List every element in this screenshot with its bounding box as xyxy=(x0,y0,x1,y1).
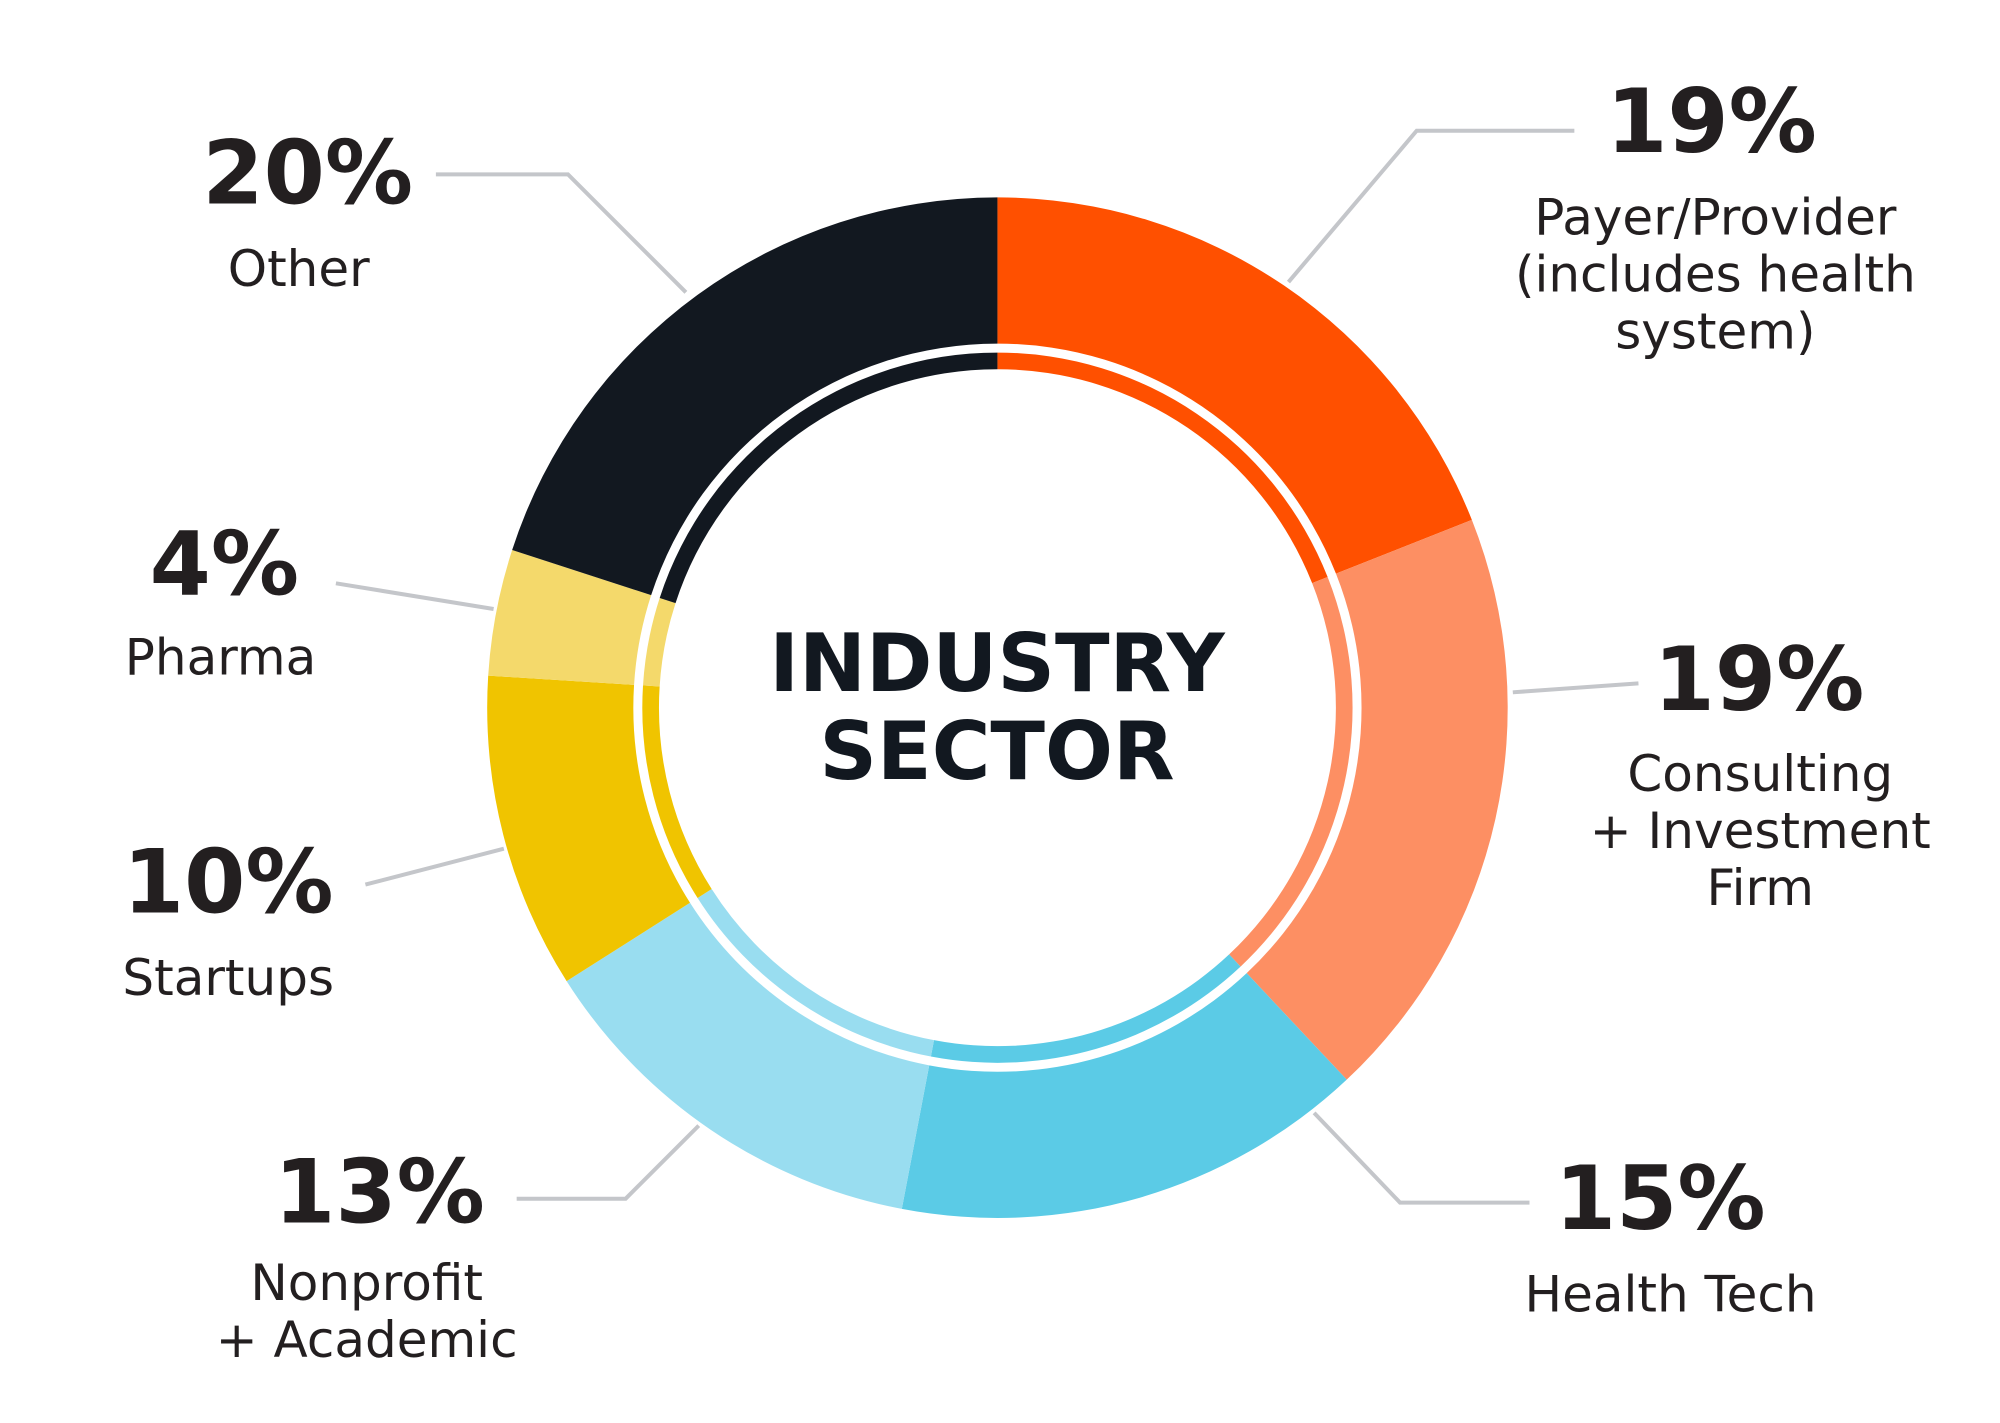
inner-ring-slice xyxy=(642,685,712,898)
leader-line xyxy=(335,581,494,611)
leader-line xyxy=(364,846,505,887)
value-label: 15% xyxy=(1555,1147,1766,1250)
leader-line xyxy=(435,172,688,294)
donut-slice xyxy=(487,675,691,982)
value-label: 10% xyxy=(123,830,334,933)
value-label: 4% xyxy=(150,512,299,615)
category-label: Health Tech xyxy=(1524,1265,1816,1323)
donut-slice xyxy=(512,197,998,596)
value-label: 13% xyxy=(274,1141,485,1244)
donut-slice xyxy=(1246,519,1508,1080)
donut-slice xyxy=(997,197,1472,574)
inner-ring-slice xyxy=(659,352,998,604)
leader-line xyxy=(1312,1111,1530,1205)
value-label: 19% xyxy=(1606,70,1817,173)
value-label: 19% xyxy=(1654,628,1865,731)
value-label: 20% xyxy=(202,121,413,224)
leader-line xyxy=(1286,128,1575,284)
donut-slice xyxy=(488,550,652,685)
inner-ring-slice xyxy=(997,352,1328,584)
inner-ring-slice xyxy=(697,889,935,1057)
inner-ring-slice xyxy=(643,597,676,687)
chart-title: INDUSTRY SECTOR xyxy=(769,617,1226,798)
category-label: Startups xyxy=(122,948,334,1006)
category-label: Consulting + Investment Firm xyxy=(1590,744,1931,916)
inner-ring-slice xyxy=(1229,576,1353,967)
category-label: Payer/Provider (includes health system) xyxy=(1515,188,1916,360)
donut-slice xyxy=(566,902,930,1209)
donut-slice xyxy=(901,973,1347,1218)
category-label: Other xyxy=(228,239,370,297)
inner-ring-slice xyxy=(930,954,1241,1063)
category-label: Pharma xyxy=(125,628,317,686)
category-label: Nonprofit + Academic xyxy=(216,1253,518,1368)
leader-line xyxy=(516,1124,701,1201)
leader-line xyxy=(1512,681,1639,695)
